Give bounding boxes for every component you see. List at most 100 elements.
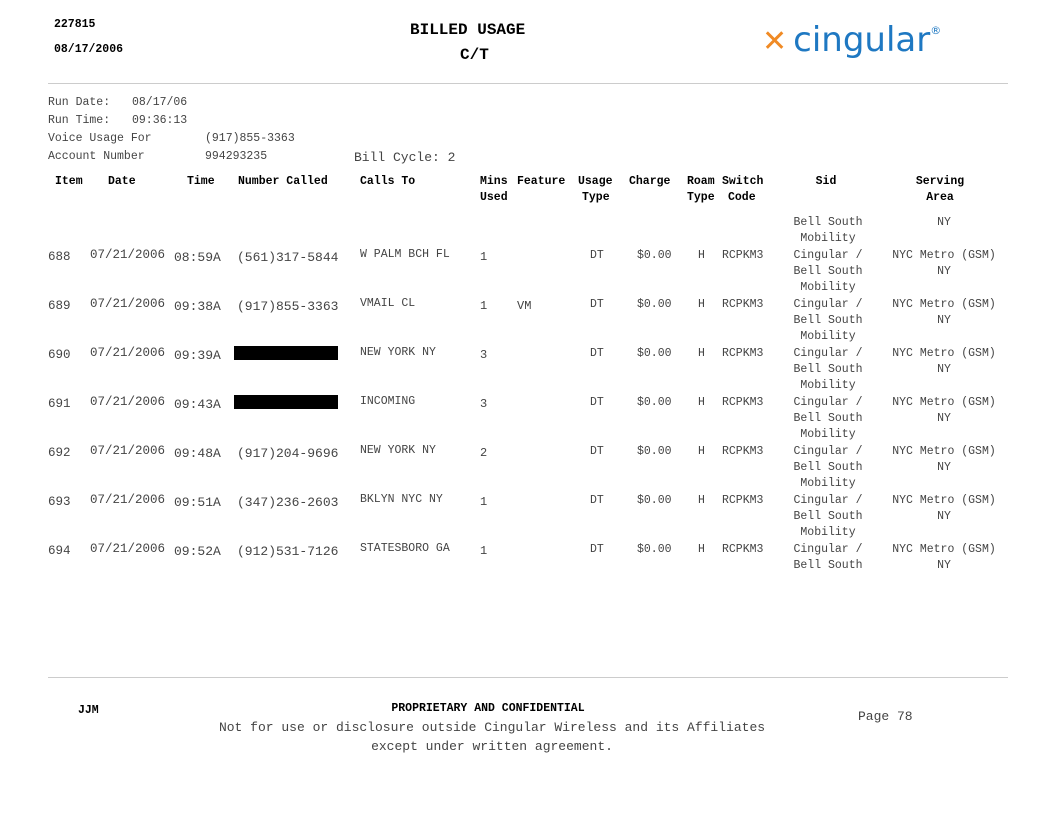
sid-line: Mobility <box>800 330 856 343</box>
item-number: 692 <box>48 446 71 460</box>
col-sid: Sid <box>815 175 837 188</box>
col-roam: Roam <box>687 175 715 188</box>
sid-carryover-line: Bell South <box>793 216 863 229</box>
call-date: 07/21/2006 <box>90 395 166 409</box>
call-time: 09:52A <box>174 544 221 559</box>
confidential-line-2: except under written agreement. <box>371 739 613 754</box>
charge: $0.00 <box>637 445 672 458</box>
redacted-number <box>234 346 338 360</box>
charge: $0.00 <box>637 494 672 507</box>
call-date: 07/21/2006 <box>90 248 166 262</box>
call-time: 09:43A <box>174 397 221 412</box>
report-date: 08/17/2006 <box>54 43 124 56</box>
roam-type: H <box>698 249 705 262</box>
roam-type: H <box>698 543 705 556</box>
call-time: 09:48A <box>174 446 221 461</box>
logo-text: cingular <box>793 20 931 60</box>
usage-type: DT <box>590 543 604 556</box>
feature: VM <box>517 299 532 313</box>
roam-type: H <box>698 347 705 360</box>
voice-usage-number: (917)855-3363 <box>205 132 295 145</box>
minutes-used: 1 <box>480 495 488 509</box>
footer-initials: JJM <box>78 704 99 717</box>
serving-area-line: NY <box>937 265 951 278</box>
sid-line: Cingular / <box>793 445 863 458</box>
serving-area-line: NYC Metro (GSM) <box>892 347 996 360</box>
col-serving: Serving <box>915 175 965 188</box>
cingular-jack-icon: ✕ <box>762 24 788 59</box>
item-number: 691 <box>48 397 71 411</box>
calls-to: NEW YORK NY <box>360 444 436 457</box>
voice-usage-label: Voice Usage For <box>48 132 152 145</box>
call-time: 09:38A <box>174 299 221 314</box>
calls-to: STATESBORO GA <box>360 542 450 555</box>
item-number: 688 <box>48 250 71 264</box>
serving-area-line: NY <box>937 559 951 572</box>
minutes-used: 3 <box>480 397 488 411</box>
col-mins-used: Used <box>480 191 508 204</box>
roam-type: H <box>698 396 705 409</box>
serving-area-line: NYC Metro (GSM) <box>892 249 996 262</box>
run-date-label: Run Date: <box>48 96 111 109</box>
col-number-called: Number Called <box>238 175 328 188</box>
call-date: 07/21/2006 <box>90 346 166 360</box>
registered-mark: ® <box>930 24 942 37</box>
charge: $0.00 <box>637 543 672 556</box>
minutes-used: 2 <box>480 446 488 460</box>
col-date: Date <box>108 175 136 188</box>
roam-type: H <box>698 445 705 458</box>
number-called: (347)236-2603 <box>237 495 339 510</box>
call-time: 09:39A <box>174 348 221 363</box>
call-date: 07/21/2006 <box>90 493 166 507</box>
sid-line: Cingular / <box>793 298 863 311</box>
switch-code: RCPKM3 <box>722 445 764 458</box>
minutes-used: 1 <box>480 250 488 264</box>
usage-type: DT <box>590 445 604 458</box>
run-time-label: Run Time: <box>48 114 111 127</box>
charge: $0.00 <box>637 396 672 409</box>
redacted-number <box>234 395 338 409</box>
item-number: 689 <box>48 299 71 313</box>
usage-type: DT <box>590 249 604 262</box>
serving-area-line: NY <box>937 510 951 523</box>
charge: $0.00 <box>637 249 672 262</box>
col-roam-type: Type <box>687 191 715 204</box>
serving-area-carryover: NY <box>937 216 951 229</box>
col-mins: Mins <box>480 175 508 188</box>
charge: $0.00 <box>637 347 672 360</box>
calls-to: INCOMING <box>360 395 416 408</box>
switch-code: RCPKM3 <box>722 543 764 556</box>
call-time: 09:51A <box>174 495 221 510</box>
bill-cycle: Bill Cycle: 2 <box>354 150 456 165</box>
minutes-used: 1 <box>480 299 488 313</box>
report-title: BILLED USAGE <box>410 21 526 39</box>
minutes-used: 1 <box>480 544 488 558</box>
col-switch: Switch <box>722 175 764 188</box>
switch-code: RCPKM3 <box>722 249 764 262</box>
switch-code: RCPKM3 <box>722 347 764 360</box>
sid-line: Bell South <box>793 510 863 523</box>
confidential-title: PROPRIETARY AND CONFIDENTIAL <box>391 702 585 715</box>
confidential-line-1: Not for use or disclosure outside Cingul… <box>218 720 766 735</box>
col-usage: Usage <box>578 175 613 188</box>
charge: $0.00 <box>637 298 672 311</box>
col-item: Item <box>55 175 83 188</box>
serving-area-line: NY <box>937 314 951 327</box>
serving-area-line: NY <box>937 412 951 425</box>
col-calls-to: Calls To <box>360 175 416 188</box>
header-divider <box>48 83 1008 84</box>
usage-type: DT <box>590 396 604 409</box>
sid-line: Cingular / <box>793 494 863 507</box>
calls-to: W PALM BCH FL <box>360 248 450 261</box>
item-number: 690 <box>48 348 71 362</box>
serving-area-line: NYC Metro (GSM) <box>892 494 996 507</box>
sid-line: Bell South <box>793 314 863 327</box>
switch-code: RCPKM3 <box>722 494 764 507</box>
usage-type: DT <box>590 298 604 311</box>
cingular-logo: ✕ cingular® <box>762 20 941 60</box>
page-number: Page 78 <box>858 709 913 724</box>
roam-type: H <box>698 298 705 311</box>
usage-type: DT <box>590 347 604 360</box>
sid-line: Mobility <box>800 526 856 539</box>
